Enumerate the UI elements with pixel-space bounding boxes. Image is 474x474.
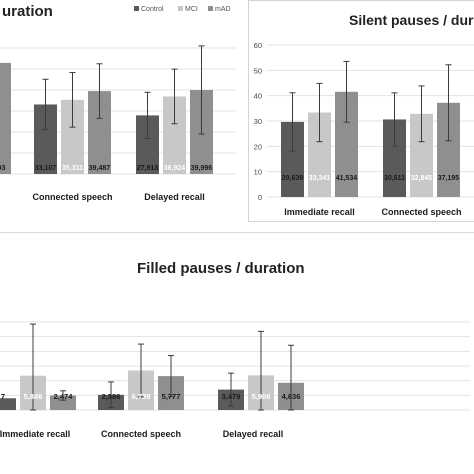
data-label: 2,474 — [54, 392, 74, 401]
legend-swatch — [178, 6, 183, 11]
data-label: 29,639 — [282, 175, 304, 182]
legend-swatch — [134, 6, 139, 11]
chart-panel-silent-pauses: Silent pauses / dura 0 10 20 30 40 50 60 29,639 3… — [248, 0, 474, 222]
chart-title: Silent pauses / dura — [349, 12, 474, 28]
chart-silent-pauses: Silent pauses / dura 0 10 20 30 40 50 60 29,639 3… — [254, 12, 474, 217]
data-label: 35,311 — [62, 165, 83, 172]
y-tick-label: 30 — [254, 117, 262, 126]
category-label: Connected speech — [381, 207, 461, 217]
category-label: Delayed recall — [223, 429, 284, 439]
data-label: 5,906 — [252, 392, 271, 401]
y-tick-label: 60 — [254, 41, 262, 50]
y-tick-label: 40 — [254, 92, 262, 101]
bar — [383, 119, 406, 197]
y-tick-label: 50 — [254, 66, 262, 75]
data-label: 32,845 — [411, 175, 433, 182]
chart-duration: urationControlMCImAD893ll33,10735,31139,… — [0, 3, 236, 202]
data-label: 27,913 — [137, 165, 159, 172]
bar — [335, 91, 358, 197]
bar — [136, 115, 159, 174]
data-label: 4,636 — [282, 392, 301, 401]
data-label: 6,739 — [132, 392, 151, 401]
bar — [50, 395, 76, 410]
legend-label: mAD — [215, 6, 231, 13]
bar — [0, 62, 11, 175]
bar — [0, 398, 16, 410]
bar — [437, 102, 460, 197]
data-label: 33,107 — [35, 165, 57, 172]
panel-divider — [0, 232, 474, 233]
y-tick-label: 0 — [258, 193, 262, 202]
bar — [163, 96, 186, 174]
bar — [61, 99, 84, 174]
bar — [88, 91, 111, 174]
legend-swatch — [208, 6, 213, 11]
data-label: 37,195 — [438, 175, 460, 182]
bar — [34, 104, 57, 174]
legend-label: MCI — [185, 6, 198, 13]
y-tick-label: 20 — [254, 142, 262, 151]
data-label: 39,996 — [191, 165, 213, 172]
data-label: 3,479 — [222, 392, 241, 401]
data-label: 2,586 — [102, 392, 121, 401]
data-label: 33,341 — [309, 175, 331, 182]
bar — [281, 121, 304, 197]
category-label: Immediate recall — [284, 207, 355, 217]
chart-title: uration — [2, 3, 53, 20]
y-tick-label: 10 — [254, 168, 262, 177]
bar — [410, 113, 433, 197]
legend-label: Control — [141, 6, 164, 13]
data-label: 30,611 — [384, 175, 405, 182]
category-label: Connected speech — [101, 429, 181, 439]
category-label: Delayed recall — [144, 192, 205, 202]
data-label: 41,534 — [336, 175, 358, 182]
chart-panel-filled-pauses: Filled pauses / duration 7 5,846 2,474 Immed… — [0, 250, 474, 474]
category-label: Connected speech — [32, 192, 112, 202]
bar — [308, 112, 331, 197]
chart-filled-pauses: Filled pauses / duration 7 5,846 2,474 Immed… — [0, 260, 470, 439]
data-label: 36,924 — [164, 165, 186, 172]
data-label: 7 — [1, 392, 5, 401]
data-label: 893 — [0, 165, 5, 172]
data-label: 5,777 — [162, 392, 181, 401]
data-label: 39,487 — [89, 165, 111, 172]
data-label: 5,846 — [24, 392, 43, 401]
chart-title: Filled pauses / duration — [137, 260, 305, 277]
category-label: Immediate recall — [0, 429, 70, 439]
chart-panel-duration: urationControlMCImAD893ll33,10735,31139,… — [0, 0, 240, 222]
